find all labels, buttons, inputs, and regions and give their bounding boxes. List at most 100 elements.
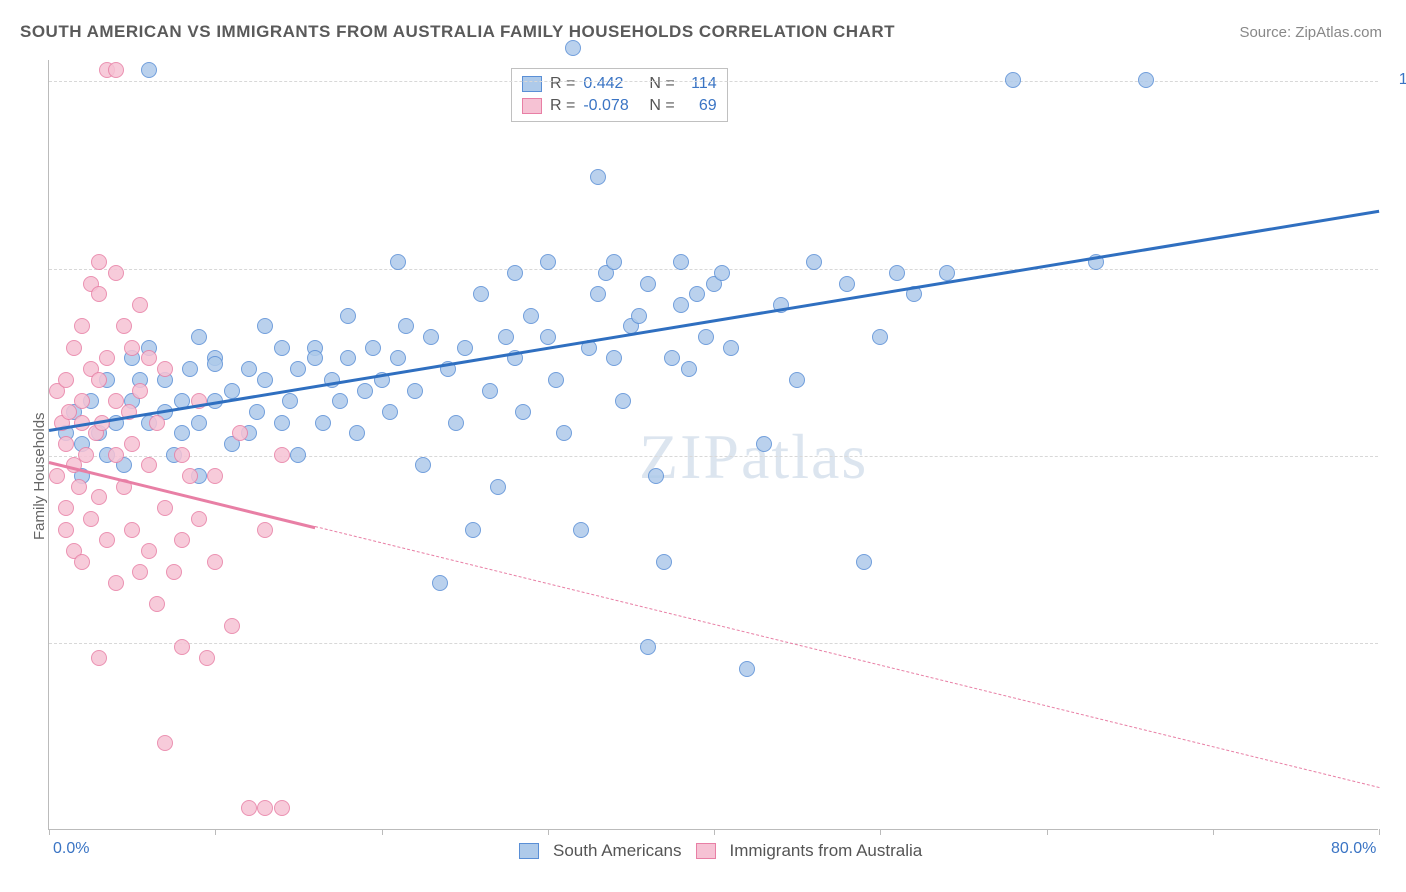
- scatter-point: [91, 489, 107, 505]
- scatter-point: [108, 575, 124, 591]
- scatter-point: [174, 425, 190, 441]
- scatter-point: [141, 457, 157, 473]
- legend-series: South AmericansImmigrants from Australia: [519, 841, 922, 861]
- scatter-point: [640, 276, 656, 292]
- scatter-point: [390, 350, 406, 366]
- scatter-point: [191, 415, 207, 431]
- scatter-point: [565, 40, 581, 56]
- scatter-point: [141, 350, 157, 366]
- scatter-point: [573, 522, 589, 538]
- scatter-point: [806, 254, 822, 270]
- scatter-point: [182, 361, 198, 377]
- scatter-point: [91, 286, 107, 302]
- scatter-point: [191, 329, 207, 345]
- scatter-point: [108, 447, 124, 463]
- scatter-point: [174, 447, 190, 463]
- legend-r-label: R =: [550, 73, 575, 95]
- scatter-point: [365, 340, 381, 356]
- scatter-point: [132, 297, 148, 313]
- scatter-point: [149, 415, 165, 431]
- legend-r-value: -0.078: [583, 95, 641, 117]
- x-tick: [1379, 829, 1380, 835]
- x-tick: [1213, 829, 1214, 835]
- scatter-point: [507, 265, 523, 281]
- grid-line: [49, 269, 1378, 270]
- scatter-point: [241, 361, 257, 377]
- chart-container: SOUTH AMERICAN VS IMMIGRANTS FROM AUSTRA…: [0, 0, 1406, 892]
- scatter-point: [207, 356, 223, 372]
- scatter-point: [398, 318, 414, 334]
- scatter-point: [224, 383, 240, 399]
- scatter-point: [174, 532, 190, 548]
- scatter-point: [282, 393, 298, 409]
- scatter-point: [290, 361, 306, 377]
- legend-series-label: Immigrants from Australia: [730, 841, 923, 861]
- scatter-point: [116, 318, 132, 334]
- legend-swatch: [519, 843, 539, 859]
- scatter-point: [66, 340, 82, 356]
- scatter-point: [307, 350, 323, 366]
- scatter-point: [91, 372, 107, 388]
- scatter-point: [673, 254, 689, 270]
- scatter-point: [157, 361, 173, 377]
- scatter-point: [207, 554, 223, 570]
- scatter-point: [332, 393, 348, 409]
- scatter-point: [839, 276, 855, 292]
- legend-r-value: 0.442: [583, 73, 641, 95]
- grid-line: [49, 81, 1378, 82]
- scatter-point: [58, 522, 74, 538]
- x-tick: [215, 829, 216, 835]
- scatter-point: [656, 554, 672, 570]
- trend-line: [49, 210, 1379, 432]
- scatter-point: [315, 415, 331, 431]
- scatter-point: [157, 500, 173, 516]
- scatter-point: [714, 265, 730, 281]
- watermark-text: ZIPatlas: [639, 420, 868, 494]
- scatter-point: [166, 564, 182, 580]
- x-tick-label: 0.0%: [53, 840, 89, 858]
- scatter-point: [465, 522, 481, 538]
- scatter-point: [349, 425, 365, 441]
- scatter-point: [889, 265, 905, 281]
- scatter-point: [340, 308, 356, 324]
- scatter-point: [448, 415, 464, 431]
- scatter-point: [74, 554, 90, 570]
- scatter-point: [199, 650, 215, 666]
- trend-line-extrapolated: [315, 526, 1379, 788]
- scatter-point: [224, 618, 240, 634]
- scatter-point: [241, 800, 257, 816]
- legend-n-label: N =: [649, 73, 674, 95]
- legend-swatch: [522, 76, 542, 92]
- scatter-point: [141, 62, 157, 78]
- scatter-point: [74, 393, 90, 409]
- source-label: Source: ZipAtlas.com: [1239, 24, 1382, 41]
- scatter-point: [615, 393, 631, 409]
- scatter-point: [71, 479, 87, 495]
- scatter-point: [274, 415, 290, 431]
- x-tick: [1047, 829, 1048, 835]
- scatter-point: [664, 350, 680, 366]
- scatter-point: [357, 383, 373, 399]
- scatter-point: [132, 383, 148, 399]
- scatter-point: [132, 564, 148, 580]
- scatter-point: [274, 340, 290, 356]
- scatter-point: [274, 447, 290, 463]
- scatter-point: [631, 308, 647, 324]
- scatter-point: [99, 532, 115, 548]
- x-tick: [382, 829, 383, 835]
- legend-row: R = 0.442 N = 114: [522, 73, 717, 95]
- x-tick: [714, 829, 715, 835]
- scatter-point: [490, 479, 506, 495]
- scatter-point: [556, 425, 572, 441]
- y-axis-label: Family Households: [31, 412, 48, 540]
- scatter-point: [548, 372, 564, 388]
- scatter-point: [249, 404, 265, 420]
- scatter-point: [49, 468, 65, 484]
- scatter-point: [340, 350, 356, 366]
- scatter-point: [390, 254, 406, 270]
- scatter-point: [606, 350, 622, 366]
- grid-line: [49, 643, 1378, 644]
- scatter-point: [257, 318, 273, 334]
- scatter-point: [141, 543, 157, 559]
- legend-n-value: 69: [683, 95, 717, 117]
